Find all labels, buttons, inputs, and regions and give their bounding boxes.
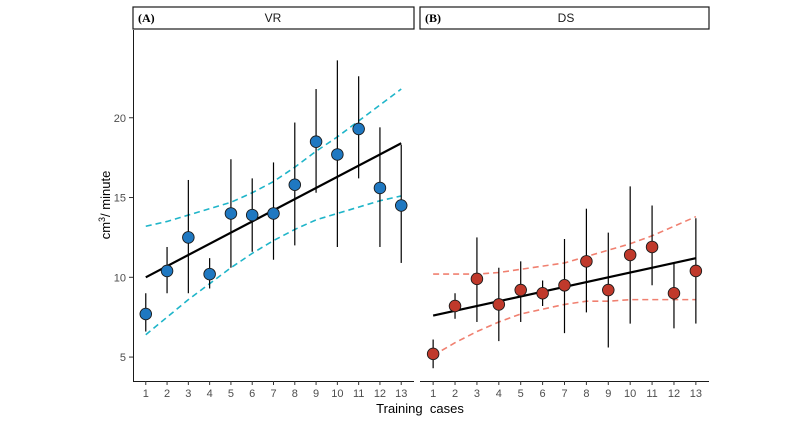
x-tick-label: 2 — [164, 388, 170, 400]
panel-b-strip-box — [419, 6, 710, 30]
panel-a-data-point — [182, 231, 195, 244]
x-tick-label: 7 — [270, 388, 276, 400]
panel-a-title: VR — [265, 11, 282, 25]
panel-b-data-point — [492, 298, 506, 311]
panel-b-data-point — [426, 347, 440, 361]
x-tick-label: 9 — [313, 388, 319, 400]
panel-b-strip: (B) DS — [419, 6, 710, 30]
x-tick-label: 4 — [207, 388, 213, 400]
y-tick-label: 5 — [120, 352, 126, 364]
panel-a-data-point — [288, 178, 302, 192]
panel-a-x-ticks: 1 2 3 4 5 6 7 8 9 10 11 12 13 — [143, 381, 407, 400]
panel-b-x-ticks: 1 2 3 4 5 6 7 8 9 10 11 12 13 — [430, 381, 702, 400]
x-tick-label: 5 — [228, 388, 234, 400]
panel-b-data-point — [689, 264, 703, 278]
x-tick-label: 10 — [331, 388, 343, 400]
y-axis-title: cm3/ minute — [97, 171, 113, 240]
x-tick-label: 11 — [353, 388, 364, 400]
x-tick-label: 12 — [374, 388, 386, 400]
y-tick-label: 15 — [114, 193, 126, 205]
panel-a-ci-lower — [145, 195, 402, 336]
x-tick-label: 8 — [583, 388, 589, 400]
y-axis-title-rest: / minute — [98, 171, 113, 217]
panel-b-data-point — [623, 248, 637, 262]
y-tick-label: 10 — [114, 272, 126, 284]
panel-a-data-point — [373, 181, 387, 195]
x-tick-label: 9 — [605, 388, 611, 400]
x-axis-title: Training cases — [376, 401, 464, 416]
x-tick-label: 11 — [646, 388, 657, 400]
panel-b-tag: (B) — [425, 11, 441, 25]
panel-b-data-point — [645, 240, 659, 254]
y-tick-label: 20 — [114, 113, 126, 125]
x-tick-label: 3 — [185, 388, 191, 400]
panel-a-tag: (A) — [138, 11, 155, 25]
panel-a-data-point — [139, 307, 153, 321]
panel-b-data-point — [667, 287, 681, 300]
x-tick-label: 1 — [143, 388, 149, 400]
panel-a-plot — [139, 60, 408, 336]
x-tick-label: 6 — [249, 388, 255, 400]
panel-a-data-point — [160, 264, 174, 278]
y-axis-title-base: cm — [98, 222, 113, 239]
panel-b-title: DS — [558, 11, 575, 25]
x-tick-label: 13 — [395, 388, 407, 400]
x-tick-label: 1 — [430, 388, 436, 400]
x-tick-label: 10 — [624, 388, 636, 400]
panel-a-strip-box — [132, 6, 415, 30]
panel-b-data-point — [602, 283, 615, 297]
x-tick-label: 8 — [292, 388, 298, 400]
x-tick-label: 13 — [690, 388, 702, 400]
panel-b-data-point — [536, 287, 549, 300]
x-tick-label: 12 — [668, 388, 680, 400]
x-tick-label: 6 — [540, 388, 546, 400]
panel-a-data-point — [245, 208, 259, 222]
x-tick-label: 2 — [452, 388, 458, 400]
x-tick-label: 4 — [496, 388, 502, 400]
panel-a-data-point — [394, 199, 408, 212]
x-tick-label: 7 — [561, 388, 567, 400]
y-axis-title-superscript: 3 — [97, 217, 107, 222]
panel-b-data-point — [558, 279, 571, 292]
panel-b-data-point — [580, 255, 593, 268]
panel-a-data-point — [309, 135, 323, 148]
x-tick-label: 3 — [474, 388, 480, 400]
panel-b-data-point — [514, 283, 527, 297]
panel-b-data-point — [448, 299, 462, 313]
panel-a-data-point — [331, 148, 344, 161]
panel-a-y-ticks: 5 10 15 20 — [114, 113, 133, 364]
panel-b-data-point — [470, 272, 484, 286]
panel-a-data-point — [267, 207, 280, 220]
panel-a-data-point — [224, 207, 238, 220]
panel-a-data-point — [352, 122, 365, 136]
panel-a-data-point — [203, 267, 216, 281]
panel-a-strip: (A) VR — [132, 6, 415, 30]
panel-b-plot — [426, 186, 703, 369]
x-tick-label: 5 — [518, 388, 524, 400]
